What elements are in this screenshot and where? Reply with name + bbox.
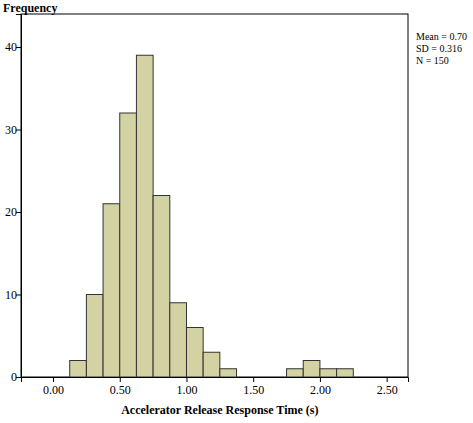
x-tick-mark [53,377,54,382]
x-tick-label: 1.00 [176,383,197,397]
bar [186,328,203,378]
x-tick-mark [120,377,121,382]
y-tick: 10 [5,288,21,302]
y-tick-label: 30 [5,123,17,137]
x-axis-title: Accelerator Release Response Time (s) [121,403,318,417]
y-axis-line [16,15,22,378]
bar [103,204,120,377]
y-tick: 40 [5,40,21,54]
bar [303,361,320,378]
x-tick-label: 2.00 [310,383,331,397]
plot: 0.00 0.50 1.00 1.50 2.00 2.50 0 10 20 30 40 [5,14,409,397]
y-tick: 30 [5,123,21,137]
x-tick-label: 1.50 [243,383,264,397]
bar [220,369,237,377]
x-tick: 1.00 [176,377,197,397]
bar [203,352,220,377]
x-tick: 2.50 [377,377,398,397]
x-tick: 1.50 [243,377,264,397]
bar [253,377,270,378]
y-axis: 0 10 20 30 40 [5,15,22,385]
bar [86,295,103,378]
y-tick-label: 10 [5,288,17,302]
bar [170,303,187,377]
stat-annotation: Mean = 0.70 [416,31,467,42]
bar [287,369,304,377]
x-axis: 0.00 0.50 1.00 1.50 2.00 2.50 [22,377,409,397]
y-axis-title: Frequency [3,1,57,15]
stat-annotation: N = 150 [416,55,449,66]
bar [320,369,337,377]
x-tick: 0.50 [110,377,131,397]
bar [270,377,287,378]
plot-frame [21,14,408,377]
x-tick-mark [320,377,321,382]
y-tick-label: 40 [5,40,17,54]
bar [120,113,137,377]
y-tick-label: 0 [11,370,17,384]
bar [136,55,153,377]
bar [237,377,254,378]
x-axis-line [22,378,409,383]
chart: 0.00 0.50 1.00 1.50 2.00 2.50 0 10 20 30 40 Frequen… [0,0,473,423]
bar [70,361,87,378]
stats: Mean = 0.70SD = 0.316N = 150 [416,31,467,66]
x-tick-label: 2.50 [377,383,398,397]
x-tick-mark [253,377,254,382]
y-tick: 0 [11,370,21,384]
stat-annotation: SD = 0.316 [416,43,462,54]
bars [70,55,354,377]
x-tick-label: 0.50 [110,383,131,397]
y-tick: 20 [5,205,21,219]
x-tick: 2.00 [310,377,331,397]
bar [153,196,170,378]
x-tick-mark [186,377,187,382]
bar [337,369,354,377]
x-tick-label: 0.00 [43,383,64,397]
y-tick-label: 20 [5,205,17,219]
x-tick: 0.00 [43,377,64,397]
x-tick-mark [387,377,388,382]
